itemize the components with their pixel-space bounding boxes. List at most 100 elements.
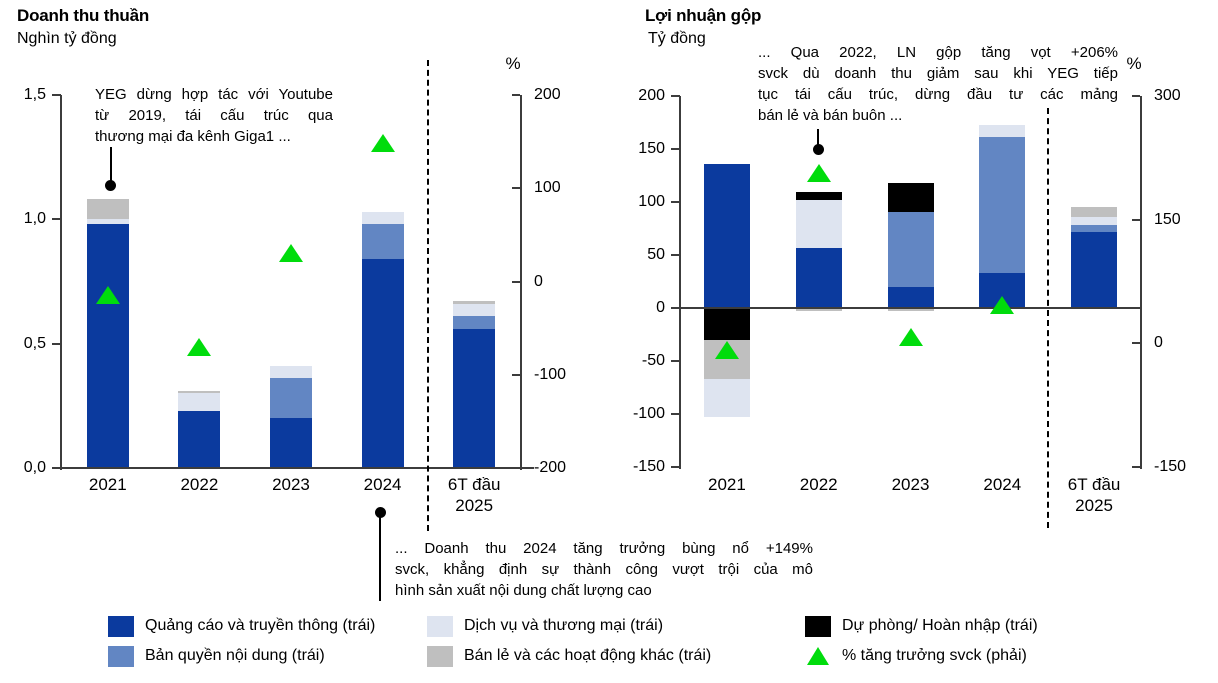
y-axis-tick-label: 1,5 xyxy=(23,86,46,103)
y-axis-tick xyxy=(671,307,680,309)
y2-axis-tick xyxy=(1132,95,1140,97)
y-axis-tick xyxy=(671,254,680,256)
zero-axis-line xyxy=(680,307,1141,309)
growth-triangle-marker xyxy=(806,164,831,183)
legend-label: Bản quyền nội dung (trái) xyxy=(145,647,325,664)
annotation-right-connector-line xyxy=(817,129,819,146)
legend-label: % tăng trưởng svck (phải) xyxy=(842,647,1027,664)
bar-segment xyxy=(270,418,312,468)
y-axis-tick-label: 0,5 xyxy=(23,334,46,352)
right-chart-right-axis-unit: % xyxy=(1126,54,1142,73)
annotation-bottom-connector-line xyxy=(379,517,381,601)
annotation-line: YEG dừng hợp tác với Youtube xyxy=(95,86,333,103)
legend-swatch-black xyxy=(805,615,831,637)
x-category-label: 2023 xyxy=(272,475,310,494)
y2-axis-tick xyxy=(512,94,520,96)
legend-item-growth-yoy: % tăng trưởng svck (phải) xyxy=(805,644,1027,668)
y-axis-tick xyxy=(671,148,680,150)
bar-segment xyxy=(270,366,312,379)
bar-segment xyxy=(703,379,750,418)
legend-item-advertising-media: Quảng cáo và truyền thông (trái) xyxy=(108,614,375,638)
y-axis-tick-label: 0,0 xyxy=(23,459,46,476)
x-category-label: 6T đầu 2025 xyxy=(1067,475,1121,515)
bar-segment xyxy=(453,316,496,329)
y2-axis-tick-label: 200 xyxy=(534,86,561,103)
annotation-line: svck dù doanh thu giảm sau khi YEG tiếp xyxy=(758,65,1118,82)
bar-segment xyxy=(795,308,842,312)
y2-axis-tick-label: 0 xyxy=(1154,334,1163,352)
annotation-right-dot xyxy=(813,144,824,155)
bar-segment xyxy=(86,219,129,225)
y2-axis-tick-label: -150 xyxy=(1154,458,1187,475)
legend-swatch-medium-blue xyxy=(108,645,134,667)
y-axis-tick xyxy=(52,218,61,221)
annotation-right-gross-profit: ... Qua 2022, LN gộp tăng vọt +206% svck… xyxy=(758,42,1118,126)
bar-segment xyxy=(361,259,404,468)
annotation-line: hình sản xuất nội dung chất lượng cao xyxy=(395,582,652,599)
annotation-line: ... Doanh thu 2024 tăng trưởng bùng nổ +… xyxy=(395,540,813,557)
right-chart-unit-label: Tỷ đồng xyxy=(648,30,706,47)
y2-axis-tick xyxy=(1132,218,1140,221)
annotation-left-dot xyxy=(105,180,116,191)
y2-axis-line xyxy=(520,95,522,470)
x-category-label: 2022 xyxy=(180,475,219,494)
y2-axis-line xyxy=(1140,96,1142,469)
y2-axis-tick xyxy=(512,373,520,376)
y2-axis-tick-label: 300 xyxy=(1154,87,1181,104)
y-axis-tick xyxy=(671,201,680,203)
bar-segment xyxy=(979,124,1026,138)
y-axis-tick xyxy=(52,467,61,469)
legend-swatch-light-blue xyxy=(427,615,453,637)
growth-triangle-marker xyxy=(990,296,1015,315)
y2-axis-tick xyxy=(1132,342,1140,345)
bar-segment xyxy=(361,224,404,260)
bar-segment xyxy=(453,301,496,304)
bar-segment xyxy=(795,247,842,308)
x-category-label: 6T đầu 2025 xyxy=(447,475,501,515)
bar-segment xyxy=(86,224,129,468)
y-axis-line xyxy=(60,95,62,470)
y-axis-tick xyxy=(52,342,61,345)
bar-segment xyxy=(453,328,496,468)
bar-segment xyxy=(979,137,1026,273)
x-category-label: 2024 xyxy=(983,475,1022,494)
y-axis-tick xyxy=(671,360,680,362)
legend-item-provisions: Dự phòng/ Hoàn nhập (trái) xyxy=(805,614,1038,638)
bar-segment xyxy=(270,378,312,419)
bar-segment xyxy=(887,308,934,312)
bar-segment xyxy=(86,199,129,220)
annotation-line: từ 2019, tái cấu trúc qua xyxy=(95,107,333,124)
legend-label: Dự phòng/ Hoàn nhập (trái) xyxy=(842,617,1038,634)
left-chart-title: Doanh thu thuần xyxy=(17,6,150,25)
legend-growth-triangle-icon xyxy=(807,647,829,665)
x-category-label: 2024 xyxy=(363,475,402,494)
bar-segment xyxy=(1071,225,1118,232)
y-axis-tick xyxy=(52,94,61,96)
bar-segment xyxy=(703,163,750,308)
y2-axis-tick-label: 100 xyxy=(534,179,561,197)
growth-triangle-marker xyxy=(898,327,923,346)
growth-triangle-marker xyxy=(279,243,303,262)
bar-segment xyxy=(178,393,221,411)
y-axis-tick-label: 200 xyxy=(638,87,665,104)
annotation-line: thương mại đa kênh Giga1 ... xyxy=(95,128,291,145)
growth-triangle-marker xyxy=(95,285,120,304)
y2-axis-tick xyxy=(512,187,520,190)
right-chart-title: Lợi nhuận gộp xyxy=(645,6,762,25)
bar-segment xyxy=(887,211,934,287)
y-axis-tick-label: -150 xyxy=(632,458,665,475)
legend-swatch-gray xyxy=(427,645,453,667)
bar-segment xyxy=(703,308,750,340)
growth-triangle-marker xyxy=(370,133,395,152)
x-category-label: 2022 xyxy=(799,475,838,494)
y-axis-tick-label: 1,0 xyxy=(23,210,46,228)
annotation-bottom-2024-growth: ... Doanh thu 2024 tăng trưởng bùng nổ +… xyxy=(395,538,813,601)
bar-segment xyxy=(1071,207,1118,217)
bar-segment xyxy=(361,211,404,225)
zero-axis-line xyxy=(61,467,534,469)
y-axis-tick-label: 0 xyxy=(656,299,665,316)
y-axis-tick-label: 100 xyxy=(638,193,665,210)
annotation-line: ... Qua 2022, LN gộp tăng vọt +206% xyxy=(758,44,1118,61)
legend-item-content-copyright: Bản quyền nội dung (trái) xyxy=(108,644,325,668)
bar-segment xyxy=(178,390,221,394)
